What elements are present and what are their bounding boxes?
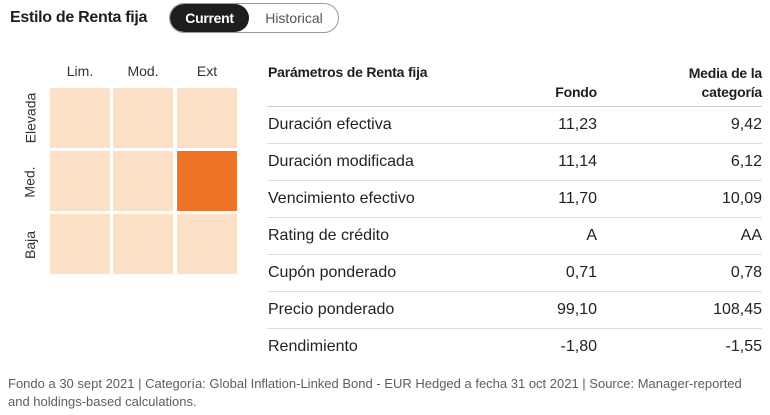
table-row: Precio ponderado 99,10 108,45 [267, 292, 762, 329]
style-cell-med-ext-highlighted [177, 151, 237, 211]
style-cell-baja-lim [50, 214, 110, 274]
column-label-ext: Ext [196, 63, 218, 79]
view-toggle: Current Historical [169, 3, 339, 33]
row-label: Duración modificada [268, 153, 414, 170]
row-label-elevada: Elevada [22, 92, 38, 144]
row-label: Vencimiento efectivo [268, 190, 415, 207]
table-body: Duración efectiva 11,23 9,42 Duración modif… [267, 107, 762, 365]
row-label: Duración efectiva [268, 116, 392, 133]
fund-value: A [586, 227, 597, 244]
row-label: Precio ponderado [268, 301, 395, 318]
table-row: Duración modificada 11,14 6,12 [267, 144, 762, 181]
style-cell-med-mod [113, 151, 173, 211]
category-average-value: AA [740, 227, 762, 244]
fund-value: 11,70 [558, 190, 597, 207]
category-average-value: -1,55 [725, 338, 762, 355]
fixed-income-style-box: Lim. Mod. Ext Elevada Med. Baja [20, 58, 250, 278]
category-average-value: 6,12 [730, 153, 762, 170]
fund-value: 0,71 [565, 264, 597, 281]
current-tab-button[interactable]: Current [170, 4, 249, 32]
column-label-mod: Mod. [127, 63, 159, 79]
style-cell-baja-mod [113, 214, 173, 274]
header-parametros: Parámetros de Renta fija [268, 64, 428, 80]
section-header: Estilo de Renta fija Current Historical [10, 3, 750, 35]
table-row: Duración efectiva 11,23 9,42 [267, 107, 762, 144]
row-label-med: Med. [22, 166, 38, 198]
column-label-lim: Lim. [66, 63, 94, 79]
style-cell-med-lim [50, 151, 110, 211]
fund-value: 11,14 [558, 153, 597, 170]
table-row: Rendimiento -1,80 -1,55 [267, 329, 762, 365]
category-average-value: 108,45 [713, 301, 762, 318]
table-row: Cupón ponderado 0,71 0,78 [267, 255, 762, 292]
fund-value: -1,80 [560, 338, 597, 355]
category-average-value: 0,78 [730, 264, 762, 281]
fixed-income-parameters-table: Parámetros de Renta fija Fondo Media de … [267, 63, 762, 365]
style-cell-baja-ext [177, 214, 237, 274]
category-average-value: 10,09 [721, 190, 762, 207]
header-media-categoria: Media de la categoría [688, 65, 762, 100]
header-fondo: Fondo [555, 84, 597, 100]
category-average-value: 9,42 [730, 116, 762, 133]
table-row: Rating de crédito A AA [267, 218, 762, 255]
section-title: Estilo de Renta fija [10, 9, 148, 26]
row-label-baja: Baja [22, 230, 38, 260]
style-cell-elevada-lim [50, 88, 110, 148]
fund-value: 99,10 [556, 301, 597, 318]
row-label: Rating de crédito [268, 227, 389, 244]
historical-tab-button[interactable]: Historical [265, 10, 323, 26]
table-header: Parámetros de Renta fija Fondo Media de … [267, 63, 762, 107]
table-row: Vencimiento efectivo 11,70 10,09 [267, 181, 762, 218]
style-cell-elevada-ext [177, 88, 237, 148]
row-label: Cupón ponderado [268, 264, 397, 281]
row-label: Rendimiento [268, 338, 358, 355]
style-cell-elevada-mod [113, 88, 173, 148]
fund-value: 11,23 [558, 116, 597, 133]
footnote: Fondo a 30 sept 2021 | Categoría: Global… [8, 376, 742, 409]
